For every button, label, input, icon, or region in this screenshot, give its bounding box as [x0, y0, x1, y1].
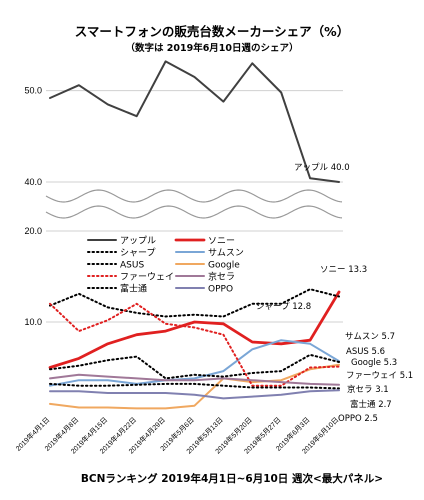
series-line-7	[49, 373, 340, 386]
axis-break-waves	[45, 189, 343, 219]
end-label-2: シャープ 12.8	[256, 302, 311, 312]
series-line-3	[49, 339, 340, 387]
legend-label-3: サムスン	[208, 248, 244, 259]
y-tick-label: 40.0	[24, 177, 42, 187]
legend-label-7: 京セラ	[208, 271, 235, 283]
end-label-4: ASUS 5.6	[346, 347, 385, 357]
end-label-1: ソニー 13.3	[320, 265, 367, 275]
upper-grid	[46, 90, 343, 183]
legend-label-9: OPPO	[208, 285, 233, 295]
end-label-6: ファーウェイ 5.1	[346, 371, 413, 381]
end-labels: アップル 40.0 ソニー 13.3 シャープ 12.8 サムスン 5.7 ASUS 5…	[256, 163, 413, 424]
y-tick-label: 10.0	[24, 317, 42, 327]
series-line-2	[49, 288, 340, 318]
end-label-8: 富士通 2.7	[350, 399, 392, 410]
legend-label-6: ファーウェイ	[120, 272, 174, 283]
x-axis-ticks: 2019年4月1日2019年4月8日2019年4月15日2019年4月22日20…	[14, 415, 341, 455]
chart-footer: BCNランキング 2019年4月1日~6月10日 週次<最大パネル>	[81, 472, 383, 485]
wave-line	[45, 205, 343, 219]
legend-label-2: シャープ	[120, 248, 155, 259]
series-line-4	[49, 353, 340, 380]
y-tick-label: 20.0	[24, 226, 42, 236]
series-line-9	[49, 389, 340, 400]
y-tick-label: 50.0	[24, 86, 42, 96]
end-label-5: Google 5.3	[351, 358, 397, 368]
legend-label-8: 富士通	[120, 283, 147, 295]
wave-line	[45, 189, 343, 203]
end-label-9: OPPO 2.5	[338, 414, 378, 424]
end-label-7: 京セラ 3.1	[347, 384, 389, 395]
end-label-3: サムスン 5.7	[345, 332, 395, 342]
legend-label-4: ASUS	[120, 261, 144, 271]
series-line-6	[49, 302, 340, 387]
series-line-0	[49, 60, 340, 183]
chart-subtitle: （数字は 2019年6月10日週のシェア）	[125, 42, 298, 54]
series-line-1	[48, 290, 341, 369]
series-line-8	[49, 382, 340, 390]
legend-label-0: アップル	[120, 236, 156, 247]
end-label-0: アップル 40.0	[294, 163, 350, 173]
chart-title: スマートフォンの販売台数メーカーシェア（%）	[75, 24, 349, 39]
series-lines	[48, 60, 341, 410]
legend-label-5: Google	[208, 261, 240, 271]
legend-label-1: ソニー	[208, 237, 235, 247]
y-axis-ticks: 50.0 40.0 20.0 10.0	[24, 86, 42, 327]
series-line-5	[49, 363, 340, 410]
